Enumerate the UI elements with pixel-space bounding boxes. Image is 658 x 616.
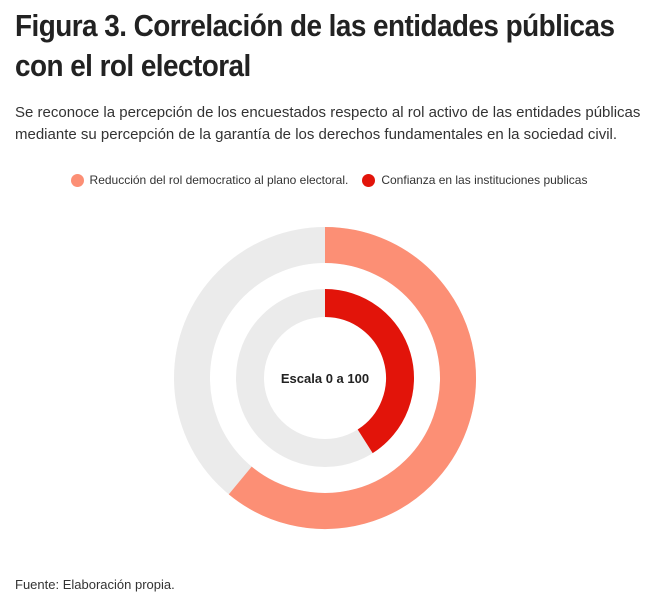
- bar-confianza[interactable]: [324, 289, 414, 454]
- chart-subtitle: Se reconoce la percepción de los encuest…: [15, 104, 641, 143]
- legend: Reducción del rol democratico al plano e…: [0, 173, 658, 187]
- legend-swatch-reduccion: [70, 173, 84, 187]
- legend-item-reduccion[interactable]: Reducción del rol democratico al plano e…: [70, 173, 349, 187]
- legend-label-reduccion: Reducción del rol democratico al plano e…: [89, 173, 349, 187]
- legend-item-confianza[interactable]: Confianza en las instituciones publicas: [362, 173, 587, 187]
- legend-swatch-confianza: [362, 173, 376, 187]
- source-note: Fuente: Elaboración propia.: [15, 577, 175, 592]
- radial-bar-chart: Escala 0 a 100: [174, 227, 476, 529]
- legend-label-confianza: Confianza en las instituciones publicas: [381, 173, 588, 187]
- center-label: Escala 0 a 100: [281, 371, 369, 386]
- bar-reduccion[interactable]: [228, 227, 476, 529]
- chart-title: Figura 3. Correlación de las entidades p…: [15, 8, 615, 83]
